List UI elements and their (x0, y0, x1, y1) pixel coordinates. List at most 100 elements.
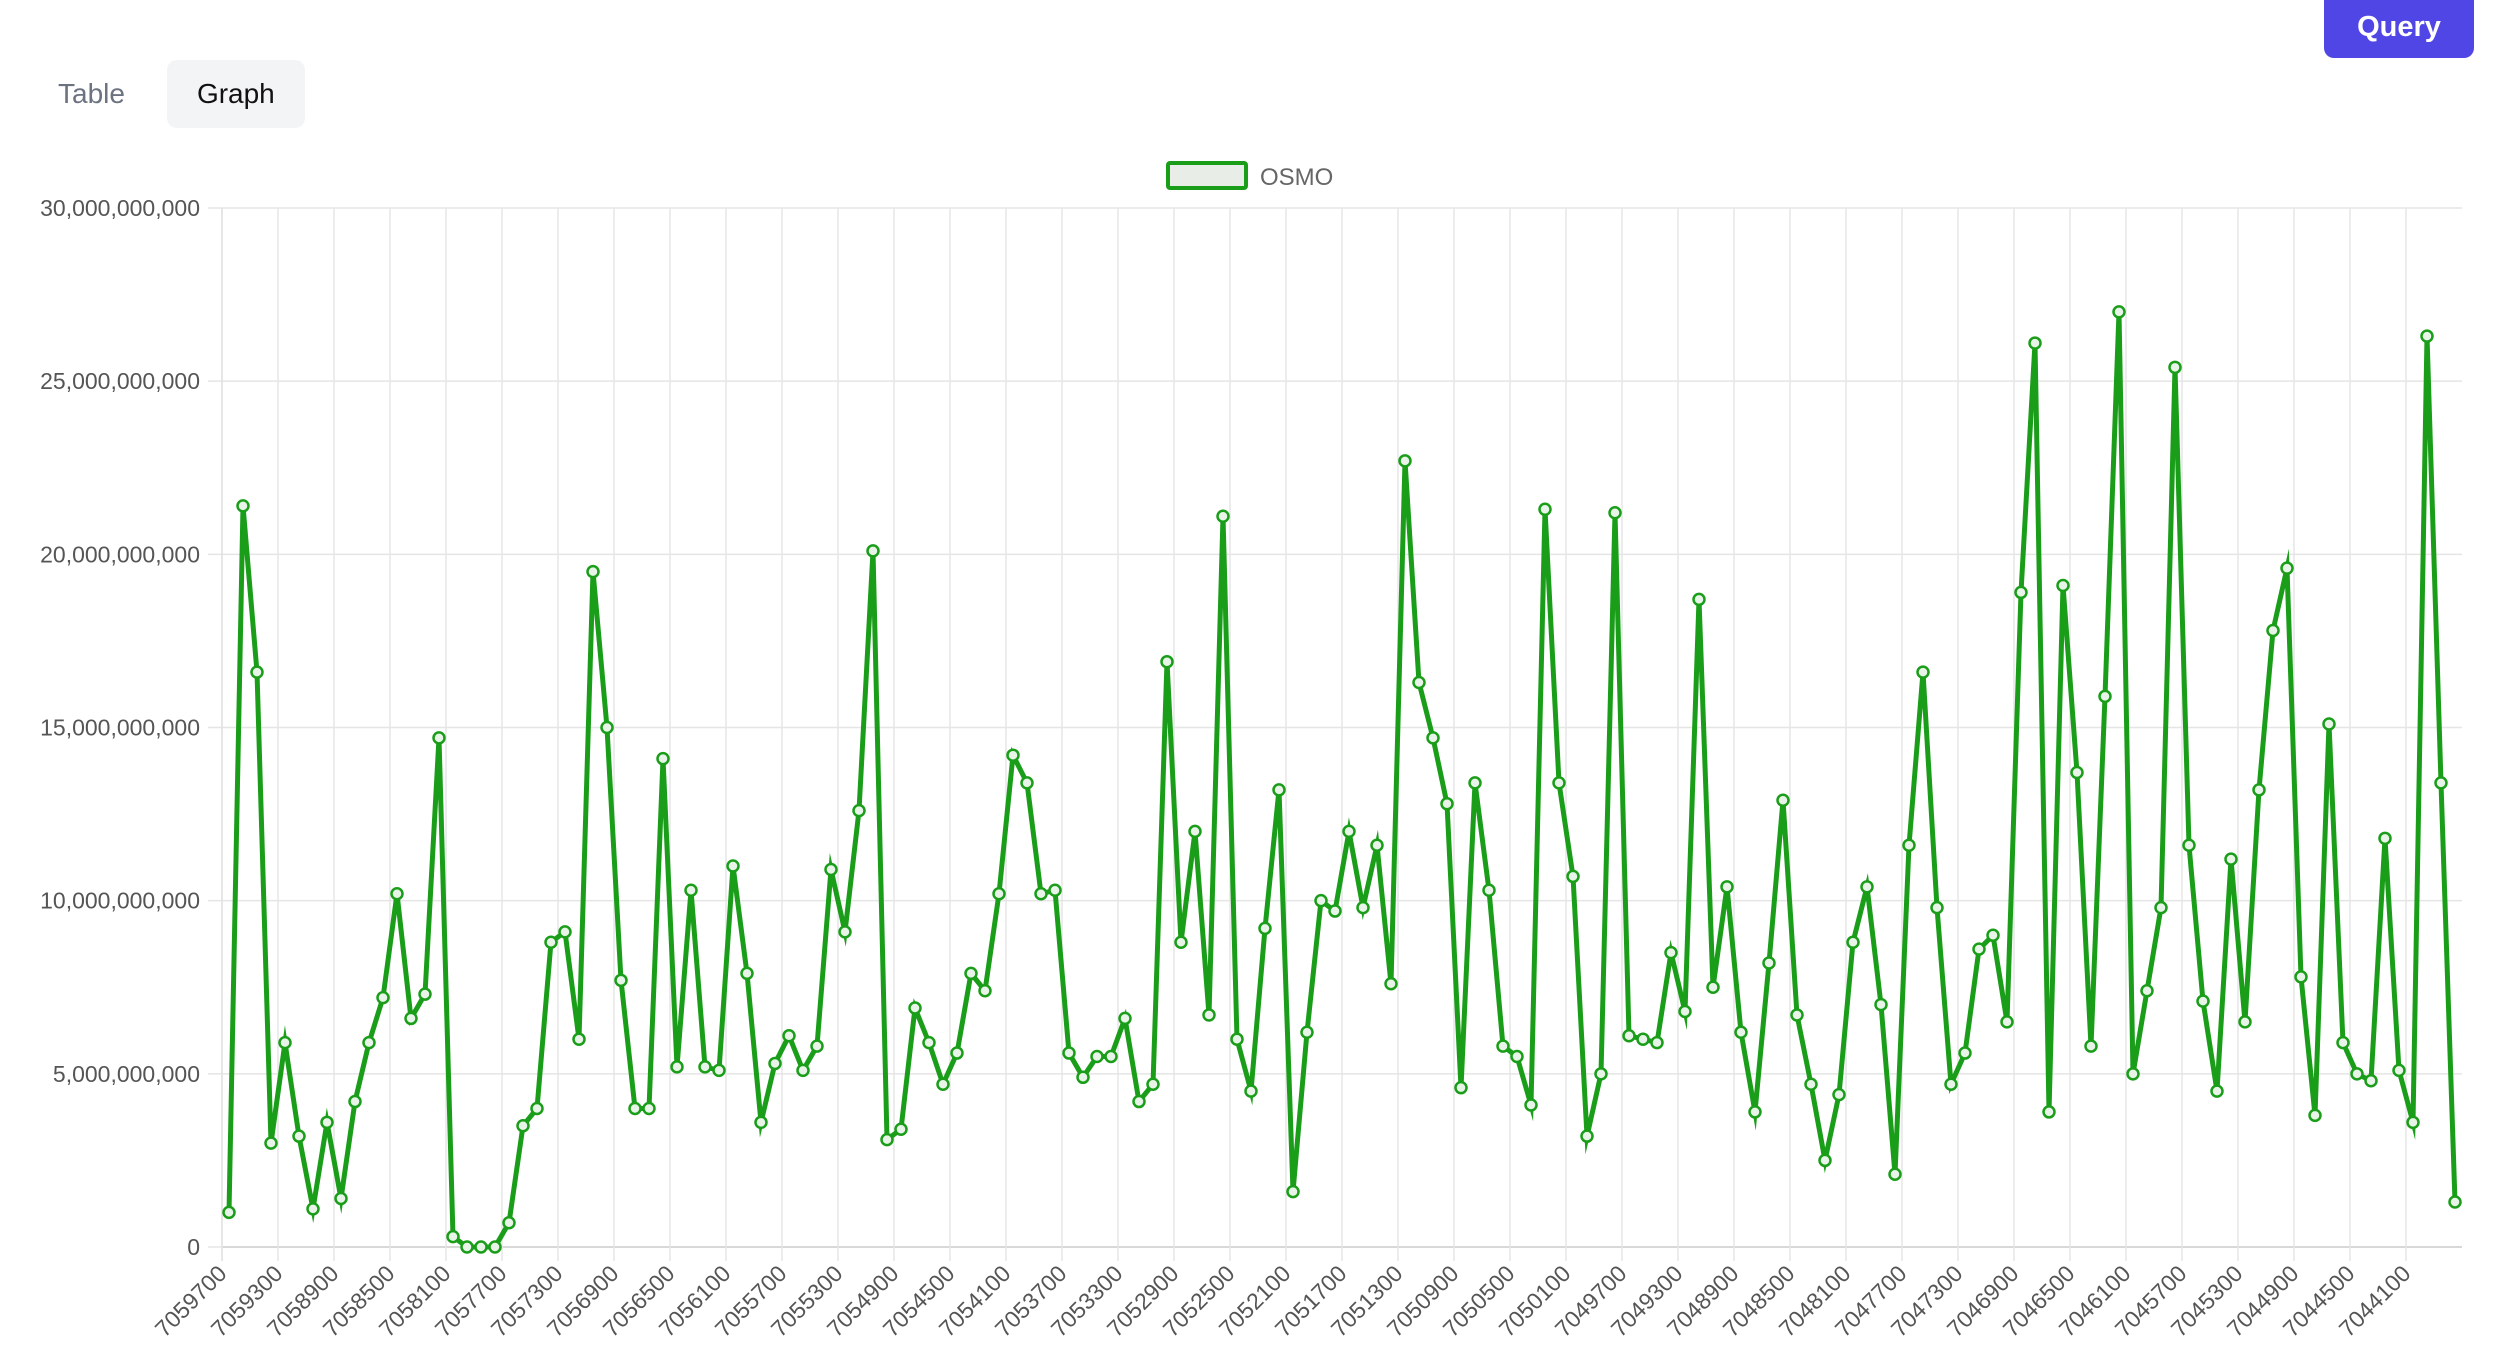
y-tick-label: 15,000,000,000 (40, 715, 200, 741)
data-point (2392, 1063, 2406, 1078)
data-point (2042, 1105, 2056, 1119)
legend-swatch-osmo (1166, 161, 1248, 190)
data-point (1314, 893, 1328, 908)
data-point (1608, 506, 1622, 520)
data-point (278, 1035, 292, 1050)
data-point (2238, 1015, 2252, 1029)
data-point (306, 1202, 320, 1216)
data-point (1496, 1039, 1510, 1053)
data-point (2154, 900, 2168, 915)
tab-table[interactable]: Table (58, 78, 125, 109)
data-point (740, 966, 754, 981)
data-point (1132, 1094, 1146, 1109)
data-point (922, 1035, 936, 1050)
data-point (1916, 665, 1930, 679)
data-point (1692, 592, 1706, 607)
tab-graph[interactable]: Graph (166, 60, 305, 128)
data-point (614, 973, 628, 988)
data-point (1888, 1167, 1902, 1182)
data-point (432, 731, 446, 745)
data-point (1286, 1184, 1300, 1199)
data-point (2448, 1195, 2462, 1209)
data-point (2308, 1108, 2322, 1123)
data-point (572, 1032, 586, 1046)
query-button[interactable]: Query (2324, 0, 2474, 58)
data-point (530, 1101, 544, 1116)
data-point (1930, 900, 1944, 915)
data-point (2364, 1074, 2378, 1088)
data-point (1734, 1025, 1748, 1040)
data-point (1384, 977, 1398, 991)
data-point (362, 1035, 376, 1050)
data-point (390, 886, 404, 901)
data-point (1678, 1004, 1692, 1019)
data-point (1972, 942, 1986, 956)
data-point (1986, 928, 2000, 943)
data-point (1650, 1035, 1664, 1050)
data-point (950, 1046, 964, 1060)
data-point (1664, 945, 1678, 960)
data-point (880, 1132, 894, 1147)
data-point (1090, 1049, 1104, 1064)
line-chart: 0 5,000,000,000 10,000,000,000 15,000,000,0… (40, 161, 2462, 1342)
data-point (1118, 1011, 1132, 1026)
data-point (1174, 935, 1188, 949)
data-point (866, 544, 880, 558)
data-point (2210, 1084, 2224, 1098)
data-point (824, 862, 838, 877)
data-point (992, 886, 1006, 901)
data-point (964, 966, 978, 981)
data-point (1020, 776, 1034, 790)
data-point (1846, 935, 1860, 949)
data-point (628, 1101, 642, 1116)
data-point (1468, 776, 1482, 790)
data-point (2350, 1067, 2364, 1081)
data-point (2280, 561, 2294, 575)
data-point (404, 1011, 418, 1026)
data-point (2000, 1015, 2014, 1029)
data-point (1272, 783, 1286, 797)
data-point (1356, 900, 1370, 915)
data-point (936, 1077, 950, 1091)
data-point (1482, 883, 1496, 898)
data-point (2196, 994, 2210, 1008)
data-point (348, 1094, 362, 1109)
data-point (586, 564, 600, 579)
data-point (1776, 793, 1790, 807)
data-point (2322, 717, 2336, 731)
data-point (544, 935, 558, 949)
data-point (838, 925, 852, 939)
data-point (1398, 454, 1412, 468)
data-point (656, 751, 670, 766)
data-point (2168, 360, 2182, 375)
data-point (2112, 305, 2126, 319)
data-point (1062, 1046, 1076, 1060)
data-point (1104, 1049, 1118, 1064)
data-point (376, 990, 390, 1005)
data-point (1902, 838, 1916, 853)
data-point (1706, 980, 1720, 994)
data-point (1230, 1032, 1244, 1046)
series-line-osmo (226, 311, 2458, 1250)
data-point (1636, 1032, 1650, 1046)
data-point (1454, 1080, 1468, 1095)
data-point (698, 1060, 712, 1074)
data-point (1258, 921, 1272, 936)
data-point (642, 1101, 656, 1116)
data-point (1580, 1129, 1594, 1143)
data-point (2252, 783, 2266, 797)
data-point (2126, 1067, 2140, 1081)
data-point (1566, 869, 1580, 884)
data-point (1958, 1046, 1972, 1060)
data-point (1594, 1067, 1608, 1081)
y-tick-label: 25,000,000,000 (40, 368, 200, 394)
data-point (670, 1060, 684, 1074)
data-point (488, 1240, 502, 1254)
data-point (1874, 997, 1888, 1012)
y-axis: 0 5,000,000,000 10,000,000,000 15,000,000,0… (40, 195, 200, 1260)
chart-legend[interactable]: OSMO (1166, 161, 1333, 191)
data-point (796, 1063, 810, 1078)
data-point (558, 925, 572, 939)
data-point (782, 1028, 796, 1043)
data-point (1790, 1008, 1804, 1022)
